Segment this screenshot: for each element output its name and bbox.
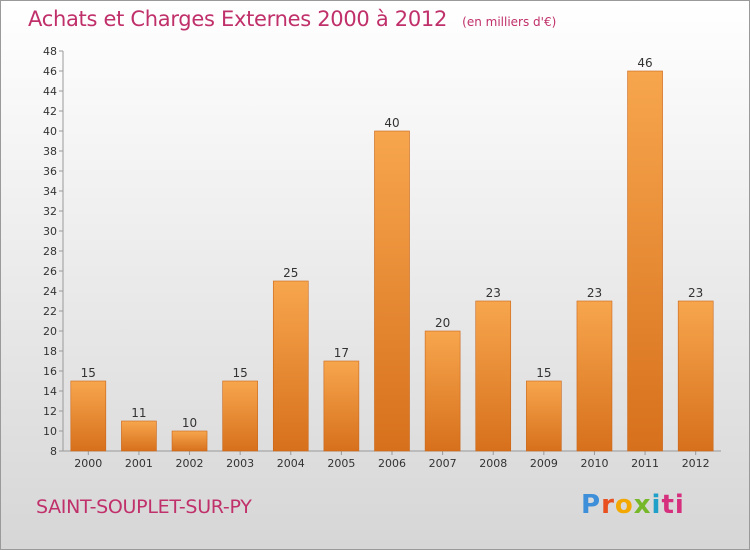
commune-name: SAINT-SOUPLET-SUR-PY	[36, 496, 252, 518]
y-tick-label: 24	[43, 285, 57, 298]
data-label: 17	[334, 346, 349, 360]
bar-2002	[171, 430, 208, 452]
data-label: 15	[536, 366, 551, 380]
data-label: 25	[283, 266, 298, 280]
bar-2011	[627, 70, 663, 452]
y-tick-label: 28	[43, 245, 57, 258]
data-label: 23	[486, 286, 501, 300]
data-label: 11	[131, 406, 146, 420]
x-tick-label: 2011	[631, 457, 659, 470]
bar-2008	[475, 300, 512, 452]
x-tick-label: 2004	[277, 457, 305, 470]
data-label: 40	[384, 116, 399, 130]
x-tick-label: 2008	[479, 457, 507, 470]
bar-2001	[121, 420, 157, 452]
y-tick-label: 46	[43, 65, 57, 78]
x-tick-label: 2012	[682, 457, 710, 470]
x-tick-label: 2003	[226, 457, 254, 470]
y-tick-label: 18	[43, 345, 57, 358]
data-labels: 15 11 10 15 25 17 40 20 23 15 23 46 23	[81, 56, 704, 430]
bar-2000	[70, 380, 107, 452]
y-tick-label: 8	[50, 445, 57, 458]
y-tick-label: 34	[43, 185, 57, 198]
data-label: 23	[587, 286, 602, 300]
axes: 8 10 12 14 16 18 20 22 24 26 28 30 32 34 36 38 40 42 44 46 4…	[43, 45, 721, 470]
bar-2004	[272, 280, 309, 452]
logo-letter: i	[651, 490, 662, 520]
chart-unit: (en milliers d'€)	[462, 15, 557, 29]
bar-2010	[576, 300, 613, 452]
x-tick-label: 2007	[429, 457, 457, 470]
bar-2006	[374, 130, 410, 452]
title-row: Achats et Charges Externes 2000 à 2012 (…	[28, 7, 556, 31]
y-tick-label: 40	[43, 125, 57, 138]
x-tick-label: 2000	[74, 457, 102, 470]
x-tick-label: 2009	[530, 457, 558, 470]
y-tick-label: 16	[43, 365, 57, 378]
y-tick-label: 10	[43, 425, 57, 438]
y-tick-label: 26	[43, 265, 57, 278]
bars	[70, 70, 714, 452]
y-tick-label: 36	[43, 165, 57, 178]
data-label: 15	[81, 366, 96, 380]
y-tick-label: 48	[43, 45, 57, 58]
x-tick-label: 2002	[176, 457, 204, 470]
logo-letter: P	[581, 490, 602, 520]
logo-letter: x	[633, 490, 652, 520]
data-label: 15	[233, 366, 248, 380]
y-tick-label: 14	[43, 385, 57, 398]
y-tick-label: 42	[43, 105, 57, 118]
x-tick-label: 2010	[580, 457, 608, 470]
x-tick-label: 2006	[378, 457, 406, 470]
chart-title: Achats et Charges Externes 2000 à 2012	[28, 7, 448, 31]
bar-2005	[323, 360, 360, 452]
logo-letter: t	[661, 490, 675, 520]
y-tick-label: 32	[43, 205, 57, 218]
y-tick-label: 44	[43, 85, 57, 98]
y-tick-label: 30	[43, 225, 57, 238]
y-tick-label: 38	[43, 145, 57, 158]
x-tick-label: 2001	[125, 457, 153, 470]
bar-2012	[677, 300, 714, 452]
logo-letter: i	[674, 490, 685, 520]
data-label: 46	[637, 56, 652, 70]
data-label: 23	[688, 286, 703, 300]
bar-2009	[526, 380, 562, 452]
data-label: 20	[435, 316, 450, 330]
proxiti-logo[interactable]: Proxiti	[581, 490, 685, 520]
bar-2003	[222, 380, 258, 452]
y-tick-label: 12	[43, 405, 57, 418]
y-tick-label: 22	[43, 305, 57, 318]
data-label: 10	[182, 416, 197, 430]
y-tick-label: 20	[43, 325, 57, 338]
logo-letter: o	[614, 490, 634, 520]
logo-letter: r	[601, 490, 615, 520]
x-tick-label: 2005	[327, 457, 355, 470]
bar-2007	[424, 330, 461, 452]
